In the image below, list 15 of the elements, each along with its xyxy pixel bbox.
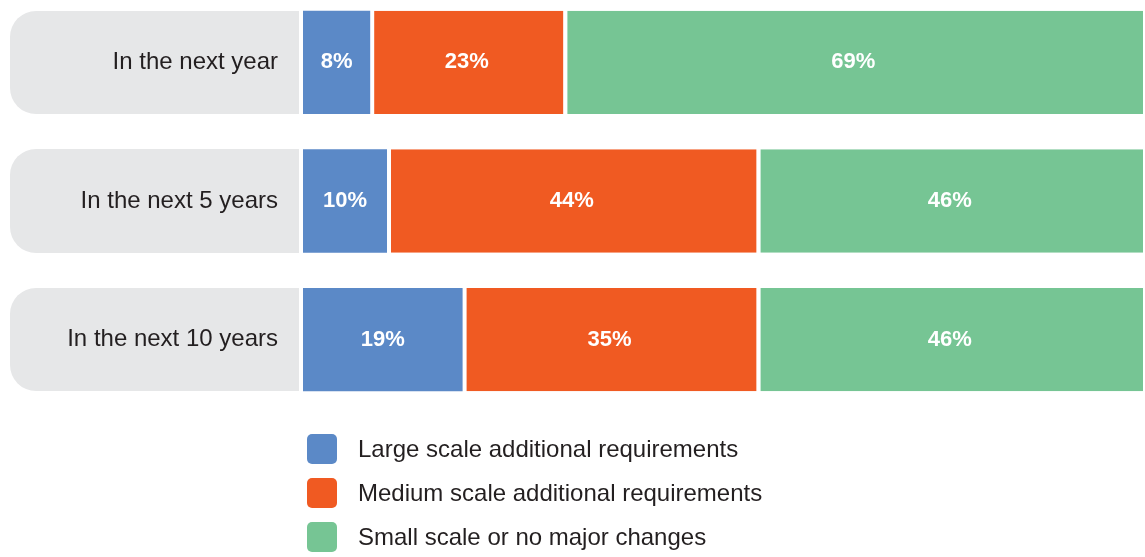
data-label: 10% (322, 187, 368, 213)
data-label: 69% (831, 48, 876, 74)
data-label: 23% (444, 48, 489, 74)
data-label: 46% (927, 187, 972, 213)
legend-label: Large scale additional requirements (358, 435, 739, 463)
legend-label: Medium scale additional requirements (358, 479, 763, 507)
data-label: 19% (360, 325, 405, 351)
data-label: 35% (587, 325, 632, 351)
y-tick-label: In the next 10 years (67, 324, 278, 352)
data-label: 44% (549, 187, 594, 213)
legend-label: Small scale or no major changes (358, 523, 707, 551)
data-label: 46% (927, 325, 972, 351)
y-tick-label: In the next year (112, 46, 278, 74)
y-tick-label: In the next 5 years (80, 185, 278, 213)
data-label: 8% (320, 48, 353, 74)
